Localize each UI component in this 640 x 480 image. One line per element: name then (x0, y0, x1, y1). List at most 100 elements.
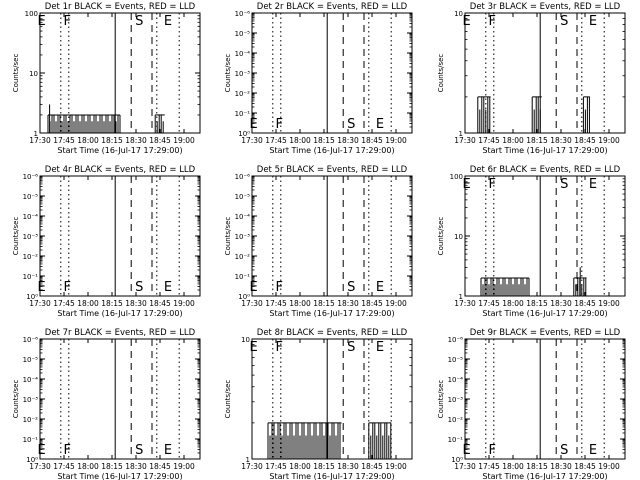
x-tick-label: 18:30 (337, 299, 359, 308)
flag-letter: F (63, 14, 70, 29)
y-tick-label: 10⁻⁶ (23, 336, 39, 344)
y-tick-label: 10⁻⁵ (235, 193, 251, 201)
x-tick-label: 18:45 (149, 462, 171, 471)
x-tick-label: 18:45 (149, 299, 171, 308)
y-tick-label: 10⁻³ (235, 233, 251, 241)
detector-panel: Det 2r BLACK = Events, RED = LLD 17:30 17:… (224, 2, 413, 155)
flag-letter: S (135, 280, 143, 295)
flag-letter: E (164, 14, 172, 29)
y-tick-label: 10⁻⁴ (235, 50, 251, 58)
flag-letter: F (275, 340, 282, 355)
y-tick-label: 10⁻⁵ (448, 356, 464, 364)
x-tick-label: 18:30 (125, 299, 147, 308)
y-tick-label: 10⁻² (235, 90, 251, 98)
events-series (477, 96, 590, 133)
flag-letter: E (164, 443, 172, 458)
panel-title: Det 9r BLACK = Events, RED = LLD (470, 328, 621, 338)
x-tick-label: 18:15 (526, 136, 548, 145)
x-tick-label: 18:30 (550, 462, 572, 471)
y-tick-label: 10⁻⁵ (23, 193, 39, 201)
y-tick-label: 10⁻³ (235, 70, 251, 78)
x-tick-label: 18:15 (313, 299, 335, 308)
y-tick-label: 10⁻⁴ (23, 376, 39, 384)
x-tick-label: 17:30 (241, 136, 263, 145)
flag-letter: S (347, 117, 355, 132)
y-tick-label: 10⁻³ (448, 396, 464, 404)
x-tick-label: 19:00 (173, 299, 195, 308)
x-tick-label: 17:30 (454, 462, 476, 471)
flag-letter: S (135, 443, 143, 458)
flag-letter: F (63, 280, 70, 295)
x-tick-label: 17:45 (53, 462, 75, 471)
flag-letter: F (488, 14, 495, 29)
flag-letter: F (63, 443, 70, 458)
y-tick-label: 10⁻⁴ (448, 376, 464, 384)
x-tick-label: 18:45 (361, 299, 383, 308)
x-tick-label: 18:30 (125, 462, 147, 471)
y-tick-label: 10⁻¹ (23, 273, 39, 281)
detector-panel: Det 4r BLACK = Events, RED = LLD 17:30 17:… (12, 165, 201, 318)
y-tick-label: 10⁻¹ (23, 436, 39, 444)
y-tick-label: 10 (454, 233, 463, 241)
x-tick-label: 18:00 (502, 299, 524, 308)
x-tick-label: 18:00 (289, 462, 311, 471)
plot-frame (39, 175, 201, 297)
panel-title: Det 4r BLACK = Events, RED = LLD (45, 165, 196, 175)
y-axis-label: Counts/sec (437, 380, 445, 419)
flag-letter: S (347, 340, 355, 355)
x-tick-label: 19:00 (598, 136, 620, 145)
detector-panel: Det 8r BLACK = Events, RED = LLD 17:30 17:… (224, 328, 413, 480)
flag-letter: F (488, 443, 495, 458)
x-tick-label: 18:45 (574, 136, 596, 145)
events-series (267, 422, 392, 459)
y-tick-label: 100 (25, 10, 38, 18)
x-tick-label: 18:30 (550, 299, 572, 308)
x-tick-label: 18:15 (101, 462, 123, 471)
detector-panel: Det 6r BLACK = Events, RED = LLD 17:30 17:… (437, 165, 626, 318)
y-tick-label: 10⁻¹ (235, 110, 251, 118)
x-tick-label: 17:30 (241, 299, 263, 308)
x-tick-label: 17:45 (265, 136, 287, 145)
flag-letter: E (37, 280, 45, 295)
x-tick-label: 17:45 (265, 299, 287, 308)
events-series (47, 104, 165, 133)
y-tick-label: 10⁻¹ (448, 436, 464, 444)
flag-letter: S (560, 14, 568, 29)
flag-letter: E (589, 443, 597, 458)
flag-letter: E (376, 117, 384, 132)
y-tick-label: 1 (459, 130, 463, 138)
y-tick-label: 100 (450, 173, 463, 181)
flag-letter: E (589, 14, 597, 29)
flag-letter: E (37, 443, 45, 458)
x-tick-label: 17:30 (29, 462, 51, 471)
x-axis-label: Start Time (16-Jul-17 17:29:00) (269, 309, 394, 318)
y-axis-label: Counts/sec (437, 54, 445, 93)
y-tick-label: 10⁻⁵ (235, 30, 251, 38)
flag-letter: S (560, 443, 568, 458)
x-tick-label: 19:00 (385, 299, 407, 308)
x-axis-label: Start Time (16-Jul-17 17:29:00) (57, 472, 182, 480)
x-tick-label: 17:30 (29, 136, 51, 145)
x-tick-label: 18:30 (125, 136, 147, 145)
y-tick-label: 10⁻⁵ (23, 356, 39, 364)
flag-letter: E (164, 280, 172, 295)
x-axis-label: Start Time (16-Jul-17 17:29:00) (57, 146, 182, 155)
x-tick-label: 19:00 (173, 136, 195, 145)
y-tick-label: 10⁰ (451, 456, 463, 464)
y-axis-label: Counts/sec (224, 54, 232, 93)
y-tick-label: 10⁻³ (23, 233, 39, 241)
events-series (480, 267, 587, 296)
panel-title: Det 8r BLACK = Events, RED = LLD (257, 328, 408, 338)
y-tick-label: 10⁻² (23, 253, 39, 261)
flag-letter: E (249, 340, 257, 355)
y-axis-label: Counts/sec (437, 217, 445, 256)
y-tick-label: 10 (241, 336, 250, 344)
flag-letter: E (376, 280, 384, 295)
y-tick-label: 10 (29, 70, 38, 78)
y-tick-label: 10⁻³ (23, 396, 39, 404)
x-tick-label: 18:15 (526, 299, 548, 308)
y-tick-label: 10⁰ (238, 293, 250, 301)
x-tick-label: 18:45 (574, 462, 596, 471)
flag-letter: E (462, 14, 470, 29)
x-tick-label: 18:45 (574, 299, 596, 308)
